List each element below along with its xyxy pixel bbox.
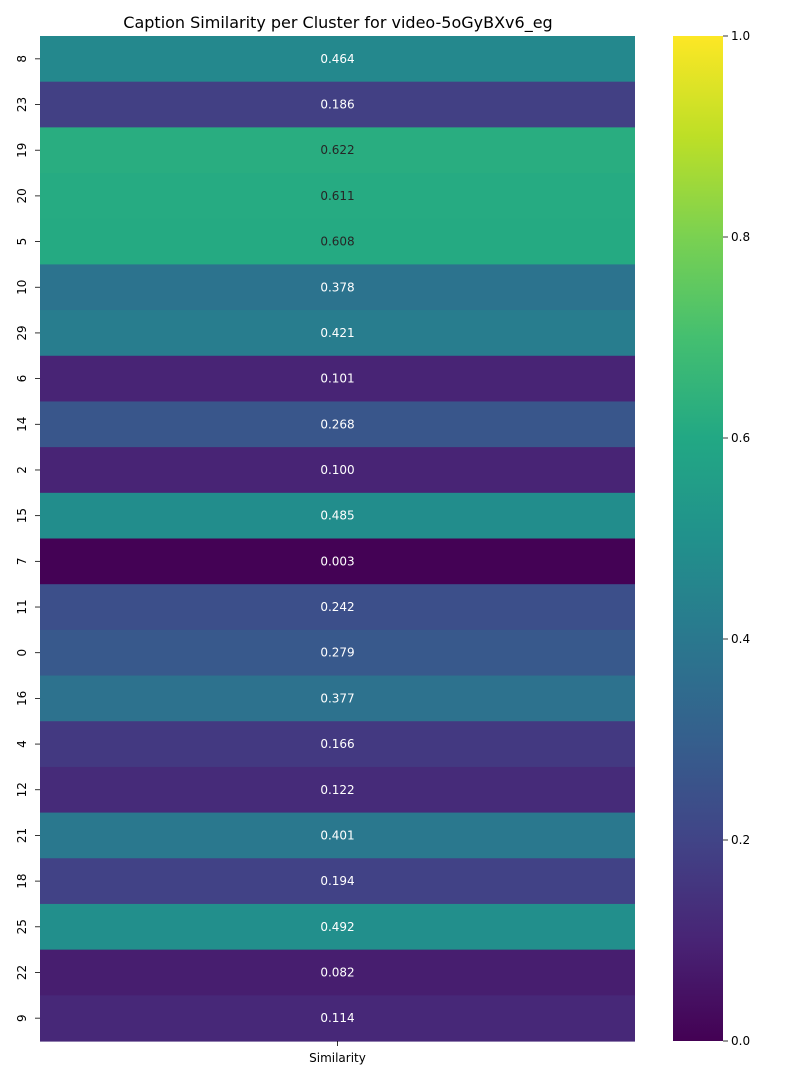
heatmap-cell: [40, 81, 635, 128]
colorbar-tick-label: 0.6: [731, 431, 750, 445]
row-tick-label: 10: [15, 280, 29, 295]
cell-value-label: 0.186: [320, 98, 354, 112]
heatmap-cell: [40, 538, 635, 585]
cell-value-label: 0.279: [320, 646, 354, 660]
heatmap-cell: [40, 903, 635, 951]
row-tick-label: 12: [15, 782, 29, 797]
colorbar: 0.0 0.2 0.4 0.6 0.8 1.0: [673, 29, 750, 1048]
cell-value-label: 0.194: [320, 874, 354, 888]
cell-value-label: 0.377: [320, 691, 354, 705]
cell-value-label: 0.492: [320, 920, 354, 934]
cell-value-label: 0.114: [320, 1011, 354, 1025]
colorbar-tick-label: 0.4: [731, 632, 750, 646]
colorbar-tick-label: 0.0: [731, 1034, 750, 1048]
heatmap-cell: [40, 584, 635, 631]
row-tick-label: 0: [15, 649, 29, 657]
row-tick-label: 22: [15, 965, 29, 980]
row-tick-label: 21: [15, 828, 29, 843]
cell-value-label: 0.464: [320, 52, 354, 66]
row-tick-label: 4: [15, 740, 29, 748]
heatmap-cell: [40, 812, 635, 859]
heatmap-cell: [40, 401, 635, 448]
heatmap-cell: [40, 173, 635, 220]
heatmap-cell: [40, 355, 635, 403]
cell-value-label: 0.122: [320, 783, 354, 797]
cell-value-label: 0.608: [320, 235, 354, 249]
row-tick-label: 8: [15, 55, 29, 63]
colorbar-tick-label: 0.8: [731, 230, 750, 244]
heatmap-cell: [40, 310, 635, 357]
cell-value-label: 0.622: [320, 143, 354, 157]
row-tick-label: 15: [15, 508, 29, 523]
cell-value-label: 0.166: [320, 737, 354, 751]
colorbar-tick-label: 0.2: [731, 833, 750, 847]
cell-value-label: 0.242: [320, 600, 354, 614]
colorbar-gradient: [673, 36, 723, 1041]
cell-value-label: 0.401: [320, 828, 354, 842]
heatmap-cell: [40, 218, 635, 266]
row-tick-label: 7: [15, 558, 29, 566]
cell-value-label: 0.082: [320, 965, 354, 979]
column-tick-label: Similarity: [309, 1051, 366, 1065]
column-tick-labels: Similarity: [309, 1041, 366, 1065]
heatmap-cell: [40, 949, 635, 996]
row-tick-label: 11: [15, 599, 29, 614]
row-tick-label: 29: [15, 325, 29, 340]
heatmap-cell: [40, 858, 635, 905]
cell-value-label: 0.611: [320, 189, 354, 203]
heatmap-cell: [40, 629, 635, 677]
row-tick-label: 18: [15, 873, 29, 888]
colorbar-tick-label: 1.0: [731, 29, 750, 43]
row-tick-label: 16: [15, 691, 29, 706]
heatmap-cell: [40, 492, 635, 540]
row-tick-label: 5: [15, 238, 29, 246]
cell-value-label: 0.100: [320, 463, 354, 477]
heatmap-cell: [40, 721, 635, 768]
row-tick-label: 9: [15, 1014, 29, 1022]
heatmap-cell: [40, 127, 635, 174]
heatmap-cell: [40, 675, 635, 722]
heatmap-cell: [40, 264, 635, 311]
chart-title: Caption Similarity per Cluster for video…: [123, 13, 552, 33]
row-tick-label: 20: [15, 188, 29, 203]
heatmap-cell: [40, 447, 635, 494]
cell-value-label: 0.101: [320, 372, 354, 386]
row-tick-label: 6: [15, 375, 29, 383]
heatmap-cells: 0.464 0.186 0.622 0.611 0.608 0.378 0.421 0.101…: [40, 36, 635, 1042]
heatmap-cell: [40, 36, 635, 83]
row-tick-label: 23: [15, 97, 29, 112]
heatmap-cell: [40, 995, 635, 1042]
row-tick-label: 25: [15, 919, 29, 934]
cell-value-label: 0.485: [320, 509, 354, 523]
row-tick-label: 14: [15, 417, 29, 432]
cell-value-label: 0.378: [320, 280, 354, 294]
row-tick-label: 2: [15, 466, 29, 474]
cell-value-label: 0.421: [320, 326, 354, 340]
row-tick-label: 19: [15, 143, 29, 158]
cell-value-label: 0.268: [320, 417, 354, 431]
heatmap-cell: [40, 766, 635, 814]
cell-value-label: 0.003: [320, 554, 354, 568]
row-tick-labels: 8 23 19 20 5 10 29 6 14 2 15 7 11 0 16 4 12 21 18 25 22 9: [15, 55, 40, 1022]
